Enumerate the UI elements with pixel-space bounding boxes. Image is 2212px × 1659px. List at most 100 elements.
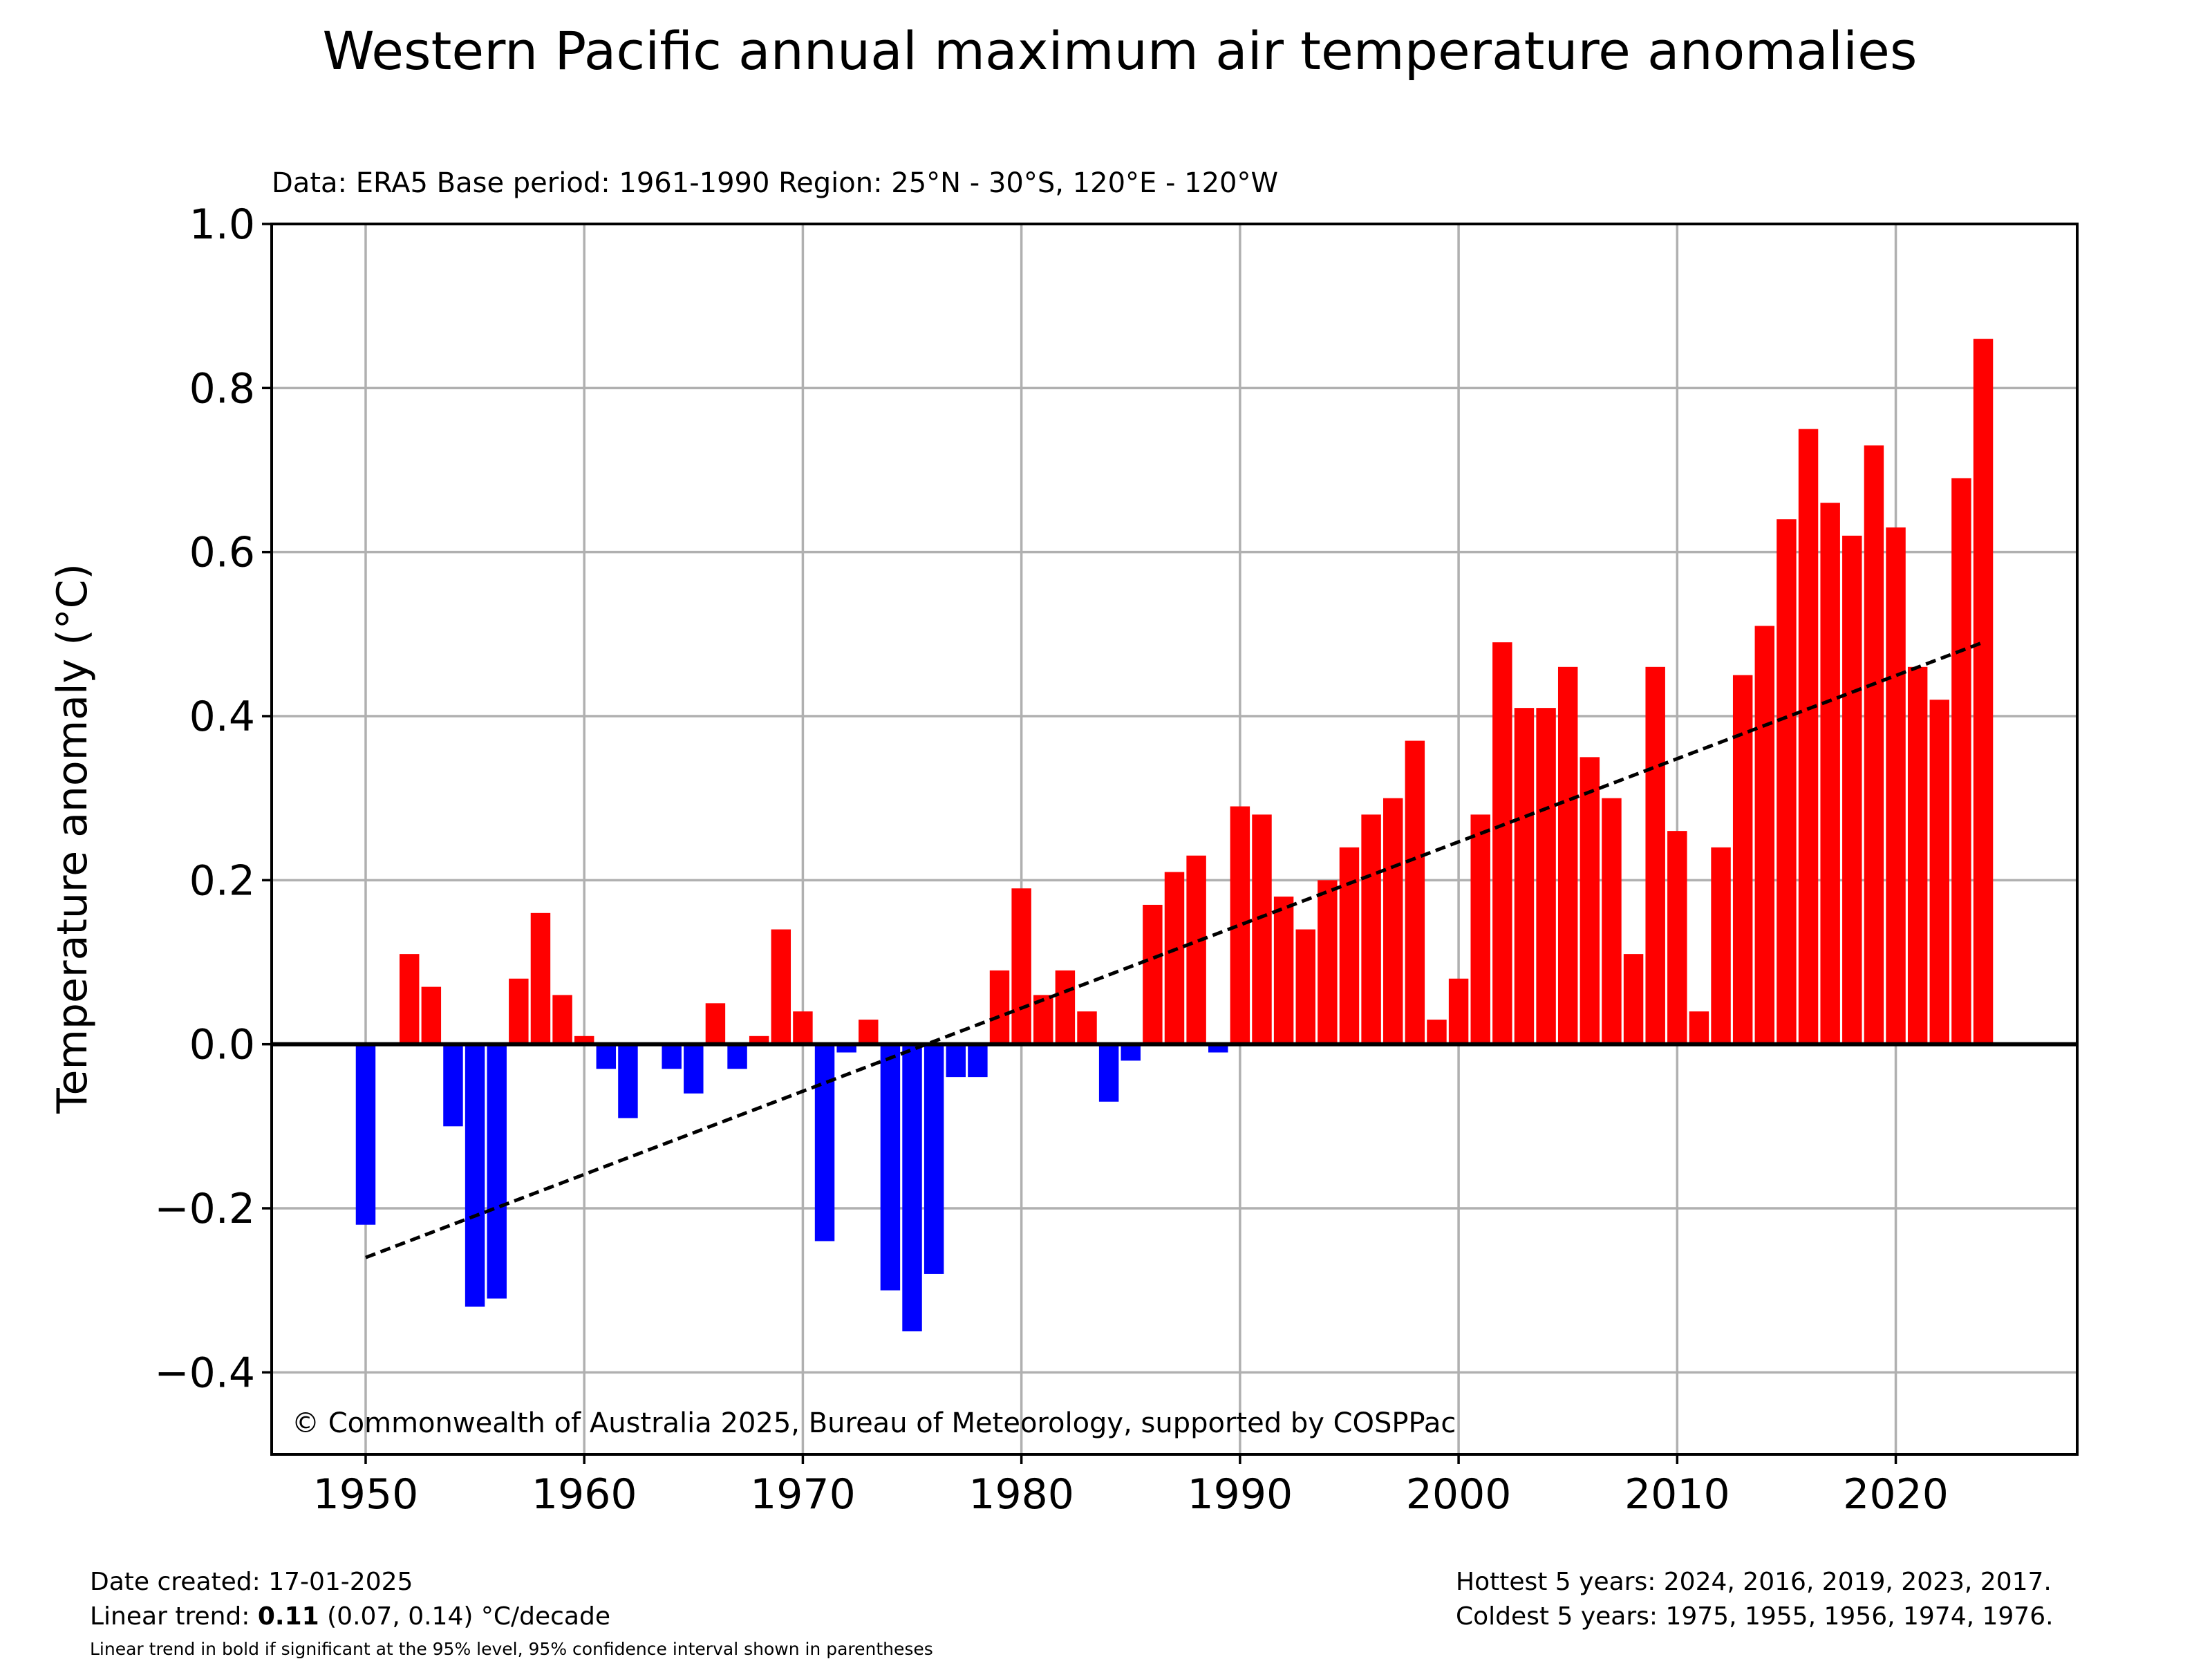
bar-1950	[355, 1044, 376, 1225]
bar-1998	[1405, 740, 1425, 1044]
trend-line	[365, 640, 1984, 1259]
linear-trend-note: Linear trend in bold if significant at t…	[90, 1639, 933, 1659]
bar-1986	[1143, 904, 1163, 1044]
bar-1959	[552, 995, 572, 1044]
bar-1988	[1186, 855, 1206, 1044]
chart-subtitle: Data: ERA5 Base period: 1961-1990 Region…	[272, 167, 1278, 199]
bar-1973	[859, 1020, 879, 1044]
bar-2011	[1689, 1011, 1709, 1044]
y-tick-label: 0.0	[189, 1021, 255, 1069]
bar-2009	[1645, 666, 1665, 1044]
bar-1961	[596, 1044, 617, 1069]
bar-2022	[1929, 700, 1950, 1044]
bar-2019	[1864, 445, 1884, 1044]
bar-1974	[880, 1044, 901, 1291]
bar-2023	[1951, 478, 1971, 1044]
linear-trend: Linear trend: 0.11 (0.07, 0.14) °C/decad…	[90, 1602, 610, 1631]
bar-2016	[1798, 429, 1819, 1044]
bar-1967	[727, 1044, 747, 1069]
x-tick-label-1970: 1970	[750, 1470, 856, 1519]
linear-trend-suffix: (0.07, 0.14) °C/decade	[319, 1602, 610, 1631]
y-tick-label: 0.2	[189, 856, 255, 905]
y-tick-label: 0.8	[189, 364, 255, 413]
bar-2024	[1973, 339, 1994, 1044]
bar-1994	[1318, 880, 1338, 1044]
bar-1960	[574, 1035, 594, 1044]
bar-1997	[1382, 798, 1403, 1044]
bar-2004	[1536, 708, 1556, 1044]
x-tick-label-2020: 2020	[1843, 1470, 1949, 1519]
bar-1992	[1273, 897, 1294, 1044]
bar-1996	[1361, 814, 1381, 1044]
bar-1972	[836, 1044, 856, 1053]
bar-1965	[684, 1044, 704, 1094]
bar-2020	[1886, 527, 1906, 1044]
x-tick-label-1990: 1990	[1188, 1470, 1293, 1519]
y-axis-label: Temperature anomaly (°C)	[48, 563, 97, 1114]
y-tick-label: 0.4	[189, 693, 255, 741]
bar-2021	[1907, 666, 1928, 1044]
x-tick-label-1980: 1980	[968, 1470, 1074, 1519]
bar-2015	[1777, 519, 1797, 1044]
x-tick-label-1960: 1960	[532, 1470, 637, 1519]
bar-1953	[421, 986, 442, 1044]
axis-ticks: 1950 1960 1970 1980 1990 2000 2010 2020 −0.4 −0.2…	[154, 200, 1949, 1519]
bar-1993	[1295, 929, 1315, 1044]
x-tick-label-2000: 2000	[1406, 1470, 1512, 1519]
bar-1966	[705, 1003, 726, 1044]
bar-1983	[1077, 1011, 1097, 1044]
linear-trend-prefix: Linear trend:	[90, 1602, 258, 1631]
bar-2014	[1754, 626, 1775, 1044]
bar-1971	[814, 1044, 835, 1241]
bar-1976	[924, 1044, 944, 1274]
y-tick-label: 1.0	[189, 200, 255, 249]
y-tick-label: −0.2	[154, 1185, 255, 1233]
bar-1954	[443, 1044, 463, 1127]
copyright-annotation: © Commonwealth of Australia 2025, Bureau…	[292, 1407, 1456, 1439]
bar-1979	[989, 970, 1010, 1044]
bar-2007	[1602, 798, 1622, 1044]
bar-1957	[509, 978, 529, 1044]
chart-title: Western Pacific annual maximum air tempe…	[323, 20, 1918, 82]
hottest-years: Hottest 5 years: 2024, 2016, 2019, 2023,…	[1456, 1568, 2052, 1596]
plot-frame	[270, 223, 2079, 1456]
bar-1990	[1230, 806, 1250, 1044]
bar-1969	[771, 929, 791, 1044]
bar-1999	[1427, 1020, 1447, 1044]
bar-1985	[1121, 1044, 1141, 1061]
bar-2006	[1580, 757, 1600, 1044]
bar-1955	[465, 1044, 485, 1307]
bar-2017	[1820, 503, 1840, 1044]
bar-1952	[399, 954, 420, 1044]
y-tick-label: 0.6	[189, 529, 255, 577]
bar-1964	[662, 1044, 682, 1069]
bar-2010	[1667, 831, 1687, 1044]
bar-2005	[1557, 666, 1578, 1044]
y-tick-label: −0.4	[154, 1349, 255, 1397]
bar-1962	[618, 1044, 638, 1118]
bar-1980	[1011, 888, 1031, 1044]
bar-1984	[1098, 1044, 1119, 1102]
bar-1977	[946, 1044, 966, 1078]
bar-1991	[1252, 814, 1272, 1044]
bar-2018	[1842, 535, 1862, 1044]
bar-1975	[902, 1044, 922, 1331]
bar-1995	[1339, 847, 1360, 1044]
date-created: Date created: 17-01-2025	[90, 1568, 413, 1596]
bars	[355, 339, 1994, 1331]
x-tick-label-2010: 2010	[1624, 1470, 1730, 1519]
bar-1958	[530, 912, 551, 1044]
bar-1982	[1055, 970, 1076, 1044]
coldest-years: Coldest 5 years: 1975, 1955, 1956, 1974,…	[1456, 1602, 2054, 1631]
bar-1970	[793, 1011, 813, 1044]
bar-1956	[487, 1044, 507, 1299]
x-tick-label-1950: 1950	[313, 1470, 419, 1519]
bar-1987	[1164, 872, 1185, 1044]
bar-1989	[1208, 1044, 1228, 1053]
bar-2008	[1623, 954, 1644, 1044]
bar-2002	[1492, 642, 1512, 1044]
bar-2000	[1448, 978, 1469, 1044]
bar-2003	[1514, 708, 1535, 1044]
bar-1978	[968, 1044, 988, 1078]
